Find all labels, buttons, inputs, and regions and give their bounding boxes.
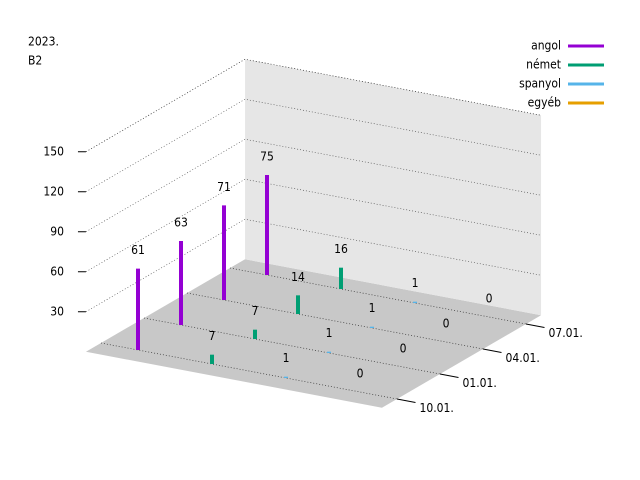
value-label: 1 [412,276,419,290]
value-label: 14 [291,270,305,284]
legend-label: egyéb [528,96,562,110]
grid-line [85,218,542,313]
x-tick-label: 04.01. [506,351,540,365]
floor-grid-line [186,292,484,350]
z-tick-label: 30 [50,304,64,318]
floor-grid-line [229,267,527,325]
value-label: 71 [217,180,231,194]
value-label: 7 [252,304,259,318]
value-label: 0 [400,342,407,356]
x-tick [482,348,502,353]
chart-title: 2023. [28,35,59,49]
x-tick [396,398,416,403]
floor-grid-line [143,317,441,375]
value-label: 61 [131,243,145,257]
z-tick-label: 150 [43,144,64,158]
x-tick-label: 01.01. [463,376,497,390]
value-label: 1 [326,326,333,340]
legend-label: spanyol [519,77,561,91]
chart-subtitle: B2 [28,54,42,68]
value-label: 0 [443,317,450,331]
value-label: 63 [174,216,188,230]
value-label: 0 [486,292,493,306]
grid-line [85,98,542,193]
value-label: 7 [209,329,216,343]
legend-label: német [526,58,561,72]
legend-label: angol [531,39,561,53]
floor-grid-line [100,342,398,400]
floor [85,259,542,408]
x-tick-label: 07.01. [549,326,583,340]
x-tick [525,323,545,328]
grid-line [85,178,542,273]
z-tick-label: 90 [50,224,64,238]
z-tick-label: 120 [43,184,64,198]
grid-line [85,138,542,233]
x-tick-label: 10.01. [420,401,454,415]
back-wall [245,59,542,316]
value-label: 1 [283,351,290,365]
x-tick [439,373,459,378]
value-label: 16 [334,242,348,256]
value-label: 0 [357,367,364,381]
z-tick-label: 60 [50,264,64,278]
grid-line [85,58,542,153]
value-label: 75 [260,150,274,164]
value-label: 1 [369,301,376,315]
